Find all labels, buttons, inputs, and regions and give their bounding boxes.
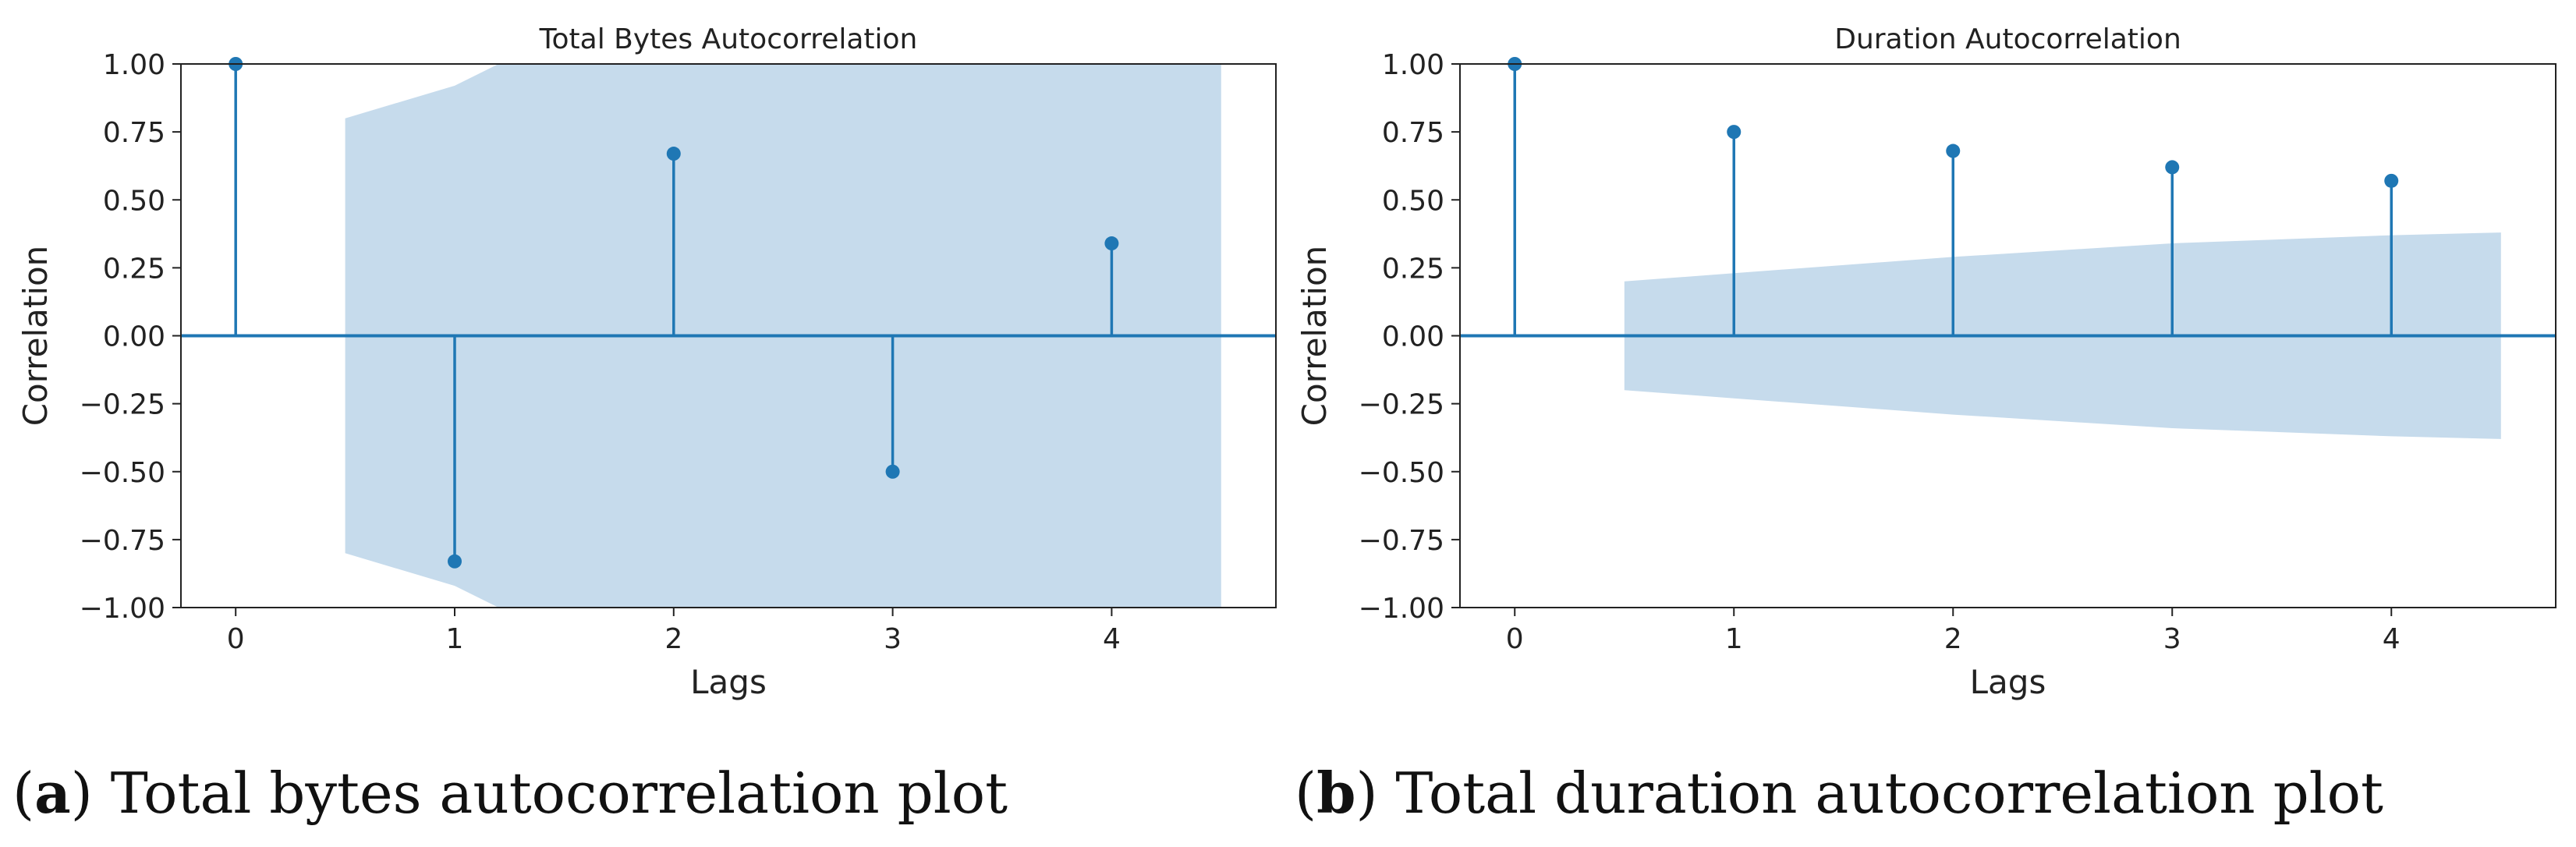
caption-a-label: a (34, 760, 71, 826)
duration-ytick-label: 0.25 (1382, 253, 1444, 285)
bytes-ytick-label: −0.75 (80, 525, 165, 557)
bytes-marker-lag-3 (885, 464, 900, 479)
bytes-x-axis-label: Lags (690, 663, 767, 701)
bytes-ytick-label: −0.25 (80, 389, 165, 421)
duration-xtick-label: 4 (2383, 623, 2401, 655)
bytes-marker-lag-2 (666, 147, 681, 161)
bytes-xtick-label: 1 (446, 623, 464, 655)
caption-a-text: Total bytes autocorrelation plot (110, 760, 1008, 826)
duration-marker-lag-4 (2384, 173, 2399, 188)
duration-chart-title: Duration Autocorrelation (1834, 23, 2181, 55)
duration-ytick-label: −1.00 (1359, 593, 1444, 625)
duration-xtick-label: 2 (1944, 623, 1962, 655)
bytes-xtick-label: 4 (1103, 623, 1121, 655)
duration-ytick-label: 1.00 (1382, 49, 1444, 81)
duration-ytick-label: −0.50 (1359, 457, 1444, 489)
bytes-xtick-label: 3 (884, 623, 902, 655)
duration-xtick-label: 3 (2163, 623, 2181, 655)
bytes-xtick-label: 0 (227, 623, 245, 655)
caption-a: (a) Total bytes autocorrelation plot (12, 760, 1008, 826)
duration-ytick-label: −0.25 (1359, 389, 1444, 421)
duration-ytick-label: 0.50 (1382, 185, 1444, 217)
duration-ytick-label: 0.75 (1382, 117, 1444, 149)
bytes-ytick-label: 0.75 (103, 117, 165, 149)
bytes-chart-title: Total Bytes Autocorrelation (539, 23, 918, 55)
caption-b: (b) Total duration autocorrelation plot (1295, 760, 2383, 826)
duration-marker-lag-3 (2165, 160, 2180, 175)
bytes-ytick-label: −0.50 (80, 457, 165, 489)
duration-y-axis-label: Correlation (1295, 246, 1334, 427)
bytes-ytick-label: 1.00 (103, 49, 165, 81)
bytes-y-axis-label: Correlation (16, 246, 55, 427)
caption-b-text: Total duration autocorrelation plot (1395, 760, 2383, 826)
duration-autocorrelation-chart: 1.00 0.75 0.50 0.25 0.00 −0.25 −0.50 −0.75 −1.00… (1295, 23, 2557, 701)
duration-ytick-label: −0.75 (1359, 525, 1444, 557)
duration-xtick-label: 1 (1725, 623, 1743, 655)
bytes-ytick-label: 0.50 (103, 185, 165, 217)
duration-marker-lag-2 (1946, 144, 1961, 158)
duration-xtick-label: 0 (1506, 623, 1524, 655)
bytes-marker-lag-1 (448, 554, 462, 569)
bytes-ytick-label: 0.25 (103, 253, 165, 285)
bytes-marker-lag-4 (1104, 236, 1119, 251)
total-bytes-autocorrelation-chart: 1.00 0.75 0.50 0.25 0.00 −0.25 −0.50 −0.75 −1.00… (16, 23, 1277, 701)
duration-x-axis-label: Lags (1970, 663, 2046, 701)
caption-b-label: b (1316, 760, 1356, 826)
bytes-ytick-label: 0.00 (103, 321, 165, 353)
bytes-ytick-label: −1.00 (80, 593, 165, 625)
duration-marker-lag-1 (1727, 125, 1742, 140)
bytes-xtick-label: 2 (664, 623, 682, 655)
bytes-confidence-band (345, 64, 1221, 608)
duration-ytick-label: 0.00 (1382, 321, 1444, 353)
